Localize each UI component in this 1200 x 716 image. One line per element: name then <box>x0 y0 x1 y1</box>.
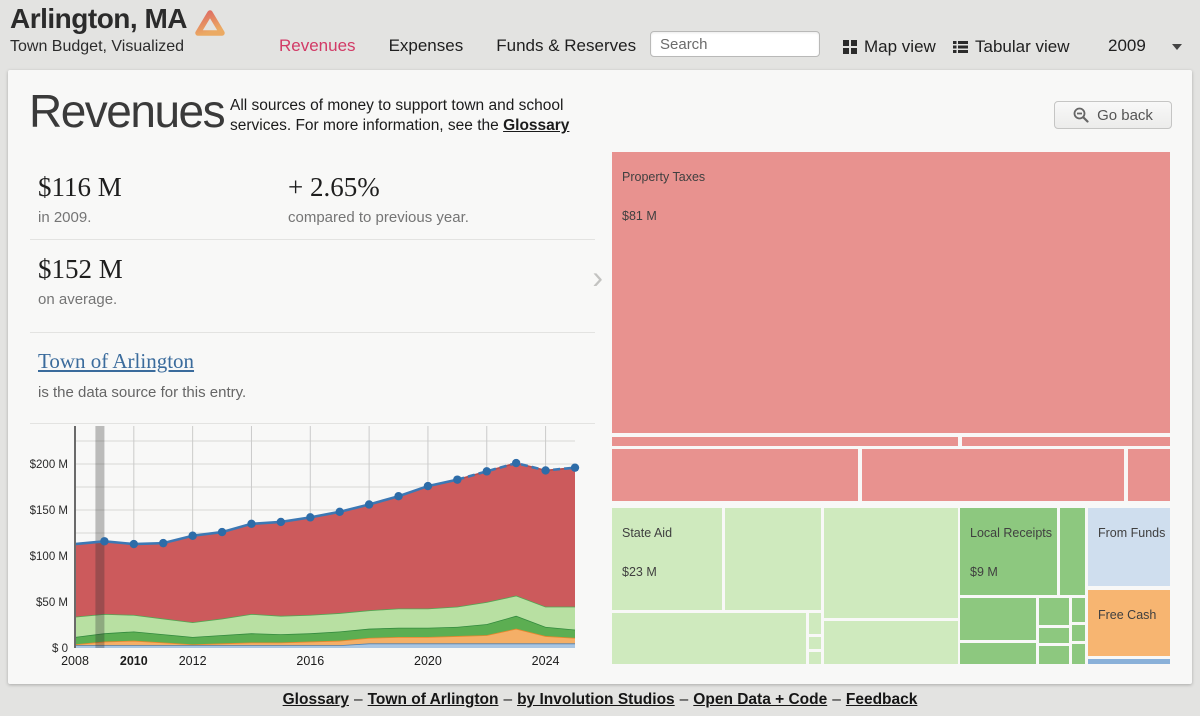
nav-item-revenues[interactable]: Revenues <box>279 36 356 55</box>
svg-text:$50 M: $50 M <box>36 597 68 609</box>
footer-link-town-of-arlington[interactable]: Town of Arlington <box>367 691 499 708</box>
triangle-logo-icon <box>195 10 225 36</box>
treemap-cell-free-cash[interactable]: Free Cash <box>1088 590 1170 656</box>
treemap-cell[interactable] <box>725 508 821 610</box>
map-view-label: Map view <box>864 37 936 56</box>
go-back-button[interactable]: Go back <box>1054 101 1172 129</box>
footer-links: Glossary – Town of Arlington – by Involution… <box>0 691 1200 709</box>
treemap-cell[interactable] <box>1039 598 1069 625</box>
treemap-cell-state-aid[interactable]: State Aid $23 M <box>612 508 722 610</box>
main-nav: Revenues Expenses Funds & Reserves <box>279 36 636 56</box>
stats-block: $116 M in 2009. + 2.65% compared to prev… <box>30 163 603 424</box>
footer-separator: – <box>353 691 363 708</box>
zoom-out-icon <box>1073 107 1089 123</box>
treemap-cell[interactable] <box>612 613 806 664</box>
treemap-cell-value: $9 M <box>970 565 998 579</box>
treemap-cell-label: Local Receipts <box>970 526 1052 540</box>
search-input[interactable] <box>650 31 820 57</box>
page-description: All sources of money to support town and… <box>230 96 596 136</box>
svg-text:2010: 2010 <box>120 654 148 668</box>
footer-link-feedback[interactable]: Feedback <box>845 691 918 708</box>
nav-item-expenses[interactable]: Expenses <box>388 36 464 55</box>
list-icon <box>953 41 968 53</box>
treemap-cell[interactable] <box>960 598 1036 640</box>
svg-text:$150 M: $150 M <box>30 505 68 517</box>
treemap-cell-value: $81 M <box>622 209 657 223</box>
treemap-cell-label: Free Cash <box>1098 608 1157 622</box>
treemap-cell[interactable] <box>960 643 1036 664</box>
footer-link-open-data-code[interactable]: Open Data + Code <box>693 691 828 708</box>
treemap-cell-property-taxes[interactable]: Property Taxes $81 M <box>612 152 1170 433</box>
data-source-link[interactable]: Town of Arlington <box>38 349 195 373</box>
app-title: Arlington, MA <box>10 3 188 34</box>
revenue-treemap: Property Taxes $81 M State Aid $23 M Local R… <box>612 152 1170 664</box>
grid-icon <box>843 40 857 54</box>
map-view-button[interactable]: Map view <box>843 37 936 57</box>
footer-link-glossary[interactable]: Glossary <box>282 691 349 708</box>
svg-text:$ 0: $ 0 <box>52 643 68 655</box>
footer-separator: – <box>832 691 841 708</box>
svg-text:2008: 2008 <box>61 654 89 668</box>
description-text: All sources of money to support town and… <box>230 97 564 134</box>
next-chevron-icon[interactable]: › <box>592 259 603 295</box>
delta-percent: + 2.65% <box>288 172 380 202</box>
treemap-cell-local-receipts[interactable]: Local Receipts $9 M <box>960 508 1057 595</box>
treemap-cell[interactable] <box>1039 646 1069 664</box>
svg-text:2012: 2012 <box>179 654 207 668</box>
treemap-cell-label: From Funds <box>1098 526 1166 540</box>
treemap-cell-label: State Aid <box>622 526 673 540</box>
revenue-trend-chart[interactable]: $ 0 $50 M $100 M $150 M $200 M 2008 2010 2012 20… <box>30 420 595 680</box>
year-dropdown[interactable]: 2009 <box>1108 36 1146 55</box>
footer-separator: – <box>503 691 513 708</box>
treemap-cell[interactable] <box>1060 508 1085 595</box>
tabular-view-label: Tabular view <box>975 37 1070 56</box>
tabular-view-button[interactable]: Tabular view <box>953 37 1070 57</box>
data-source-caption: is the data source for this entry. <box>38 384 247 401</box>
treemap-cell-value: $23 M <box>622 565 657 579</box>
glossary-link[interactable]: Glossary <box>503 116 570 134</box>
treemap-cell[interactable] <box>1088 659 1170 664</box>
go-back-label: Go back <box>1097 106 1153 124</box>
svg-text:$200 M: $200 M <box>30 459 68 471</box>
treemap-cell[interactable] <box>1128 449 1170 501</box>
treemap-cell[interactable] <box>612 437 958 446</box>
treemap-cell[interactable] <box>824 508 958 618</box>
treemap-cell[interactable] <box>809 613 821 634</box>
stat-row-average: $152 M on average. <box>30 240 595 333</box>
nav-item-funds-reserves[interactable]: Funds & Reserves <box>496 36 637 55</box>
app-subtitle: Town Budget, Visualized <box>10 38 185 55</box>
svg-text:2024: 2024 <box>532 654 560 668</box>
treemap-cell[interactable] <box>1039 628 1069 643</box>
treemap-cell-from-funds[interactable]: From Funds <box>1088 508 1170 586</box>
average-amount: $152 M <box>38 254 123 284</box>
treemap-cell[interactable] <box>1072 625 1085 641</box>
stat-row-current: $116 M in 2009. + 2.65% compared to prev… <box>30 163 595 240</box>
treemap-cell[interactable] <box>824 621 958 664</box>
average-caption: on average. <box>38 291 118 308</box>
svg-text:2020: 2020 <box>414 654 442 668</box>
treemap-cell[interactable] <box>862 449 1124 501</box>
current-amount-caption: in 2009. <box>38 209 92 226</box>
svg-text:2016: 2016 <box>296 654 324 668</box>
treemap-cell[interactable] <box>809 652 821 664</box>
footer-link-by-involution-studios[interactable]: by Involution Studios <box>517 691 675 708</box>
chevron-down-icon[interactable] <box>1172 44 1182 50</box>
svg-text:$100 M: $100 M <box>30 551 68 563</box>
current-amount: $116 M <box>38 172 122 202</box>
delta-caption: compared to previous year. <box>288 209 469 226</box>
treemap-cell[interactable] <box>962 437 1170 446</box>
treemap-cell[interactable] <box>1072 598 1085 622</box>
stat-row-source: Town of Arlington is the data source for… <box>30 333 595 424</box>
main-panel: Revenues All sources of money to support… <box>8 70 1192 684</box>
treemap-cell[interactable] <box>612 449 858 501</box>
page-title: Revenues <box>29 85 226 137</box>
treemap-cell-label: Property Taxes <box>622 170 706 184</box>
footer-separator: – <box>679 691 689 708</box>
treemap-cell[interactable] <box>1072 644 1085 664</box>
treemap-cell[interactable] <box>809 637 821 649</box>
